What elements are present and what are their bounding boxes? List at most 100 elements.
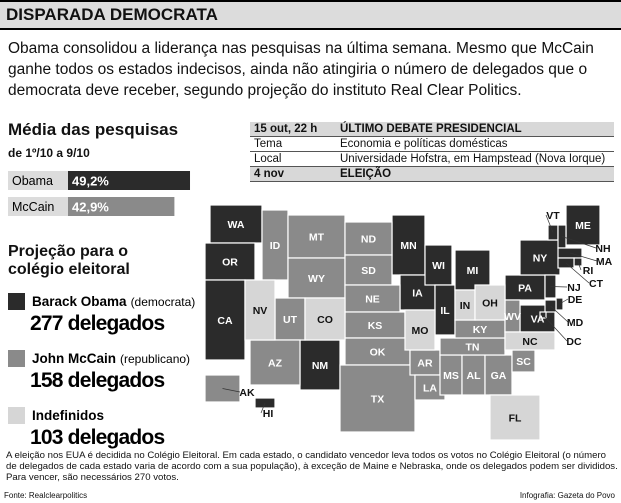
state-label: SC xyxy=(516,356,531,368)
leader-line xyxy=(542,314,568,342)
state-label: MN xyxy=(400,240,416,252)
bar xyxy=(68,197,175,216)
legend-name: John McCain xyxy=(32,351,116,366)
state xyxy=(204,279,246,361)
leader-line xyxy=(565,262,590,284)
state-label: MS xyxy=(443,370,459,382)
schedule-cell: Economia e políticas domésticas xyxy=(336,136,614,152)
source: Fonte: Realclearpolitics xyxy=(4,491,88,500)
schedule-cell: ÚLTIMO DEBATE PRESIDENCIAL xyxy=(336,122,614,137)
schedule-cell: 4 nov xyxy=(250,166,336,182)
projection-title: Projeção para o colégio eleitoral xyxy=(8,243,130,278)
schedule-row: Tema Economia e políticas domésticas xyxy=(250,136,614,152)
schedule-row: 15 out, 22 h ÚLTIMO DEBATE PRESIDENCIAL xyxy=(250,122,614,137)
state xyxy=(344,254,393,286)
bar-value-label: 42,9% xyxy=(72,200,109,215)
state-label: GA xyxy=(491,370,507,382)
state-label: AK xyxy=(239,387,255,399)
state-label: MI xyxy=(467,265,479,277)
state-label: ID xyxy=(270,240,281,252)
state xyxy=(344,337,411,366)
legend-label: Barack Obama (democrata) xyxy=(32,294,195,309)
footnote: A eleição nos EUA é decidida no Colégio … xyxy=(6,450,618,483)
schedule-cell: Tema xyxy=(250,136,336,152)
state-label: WY xyxy=(308,273,325,285)
state-label: FL xyxy=(509,413,522,425)
state xyxy=(287,214,346,259)
leader-line xyxy=(260,402,266,414)
state-label: OH xyxy=(482,298,498,310)
poll-title: Média das pesquisas xyxy=(8,120,179,139)
state-label: MA xyxy=(596,256,613,268)
legend-note: (republicano) xyxy=(120,352,190,366)
state-label: ME xyxy=(575,220,591,232)
graphics: Obama 49,2% McCain 42,9% Barack Obama (democr… xyxy=(8,171,613,449)
leader-line xyxy=(545,214,554,233)
state-label: AZ xyxy=(268,358,283,370)
state xyxy=(484,354,513,396)
bar-label-box xyxy=(8,197,68,216)
state-label: TX xyxy=(371,394,384,406)
state-label: VT xyxy=(546,210,560,222)
schedule-cell: Universidade Hofstra, em Hampstead (Nova… xyxy=(336,151,614,167)
state-label: NV xyxy=(253,305,268,317)
legend-swatch xyxy=(8,293,25,310)
state xyxy=(344,311,406,339)
state-label: NH xyxy=(595,243,610,255)
state-label: CA xyxy=(217,315,233,327)
schedule-cell: Local xyxy=(250,151,336,167)
schedule-table: 15 out, 22 h ÚLTIMO DEBATE PRESIDENCIAL Te… xyxy=(250,122,614,182)
legend-note: (democrata) xyxy=(131,295,196,309)
state-label: KS xyxy=(368,320,383,332)
state-label: LA xyxy=(423,383,437,395)
state-label: WV xyxy=(504,311,521,323)
schedule-row: 4 nov ELEIÇÃO xyxy=(250,166,614,182)
state-label: MT xyxy=(309,232,325,244)
state-label: NM xyxy=(312,360,329,372)
state-label: UT xyxy=(283,314,298,326)
state-label: TN xyxy=(466,342,480,354)
state xyxy=(391,214,426,276)
state-label: WI xyxy=(432,260,445,272)
state-label: NJ xyxy=(567,282,581,294)
state-label: WA xyxy=(228,219,245,231)
state xyxy=(489,394,541,441)
poll-subtitle: de 1º/10 a 9/10 xyxy=(8,146,90,160)
legend-label: Indefinidos xyxy=(32,408,104,423)
state xyxy=(299,339,341,391)
state xyxy=(344,284,401,313)
legend-label: John McCain (republicano) xyxy=(32,351,190,366)
state-label: DC xyxy=(566,336,582,348)
state xyxy=(261,209,289,281)
state-label: HI xyxy=(263,408,274,420)
leader-line xyxy=(577,261,582,271)
state-label: CT xyxy=(589,278,604,290)
state-label: NY xyxy=(533,253,548,265)
credit: Infografia: Gazeta do Povo xyxy=(519,491,615,500)
state-label: OK xyxy=(370,347,386,359)
intro: Obama consolidou a liderança nas pesquis… xyxy=(8,40,594,99)
state-label: AL xyxy=(467,370,482,382)
state-label: IA xyxy=(412,288,423,300)
bar-name: Obama xyxy=(12,174,53,188)
legend-delegates: 158 delegados xyxy=(30,369,164,392)
legend-name: Indefinidos xyxy=(32,408,104,423)
leader-line xyxy=(222,388,241,393)
schedule-cell: ELEIÇÃO xyxy=(336,166,614,182)
legend-swatch xyxy=(8,407,25,424)
header-title: DISPARADA DEMOCRATA xyxy=(0,0,621,30)
state xyxy=(304,297,346,341)
state-label: CO xyxy=(317,314,333,326)
legend-delegates: 277 delegados xyxy=(30,312,164,335)
legend-swatch xyxy=(8,350,25,367)
leader-line xyxy=(561,236,597,249)
state-label: RI xyxy=(583,265,594,277)
state xyxy=(244,279,276,341)
schedule-cell: 15 out, 22 h xyxy=(250,122,336,137)
state xyxy=(504,331,556,351)
state-label: ND xyxy=(361,234,377,246)
legend-delegates: 103 delegados xyxy=(30,426,164,449)
state-label: DE xyxy=(568,294,583,306)
state-label: PA xyxy=(518,283,532,295)
